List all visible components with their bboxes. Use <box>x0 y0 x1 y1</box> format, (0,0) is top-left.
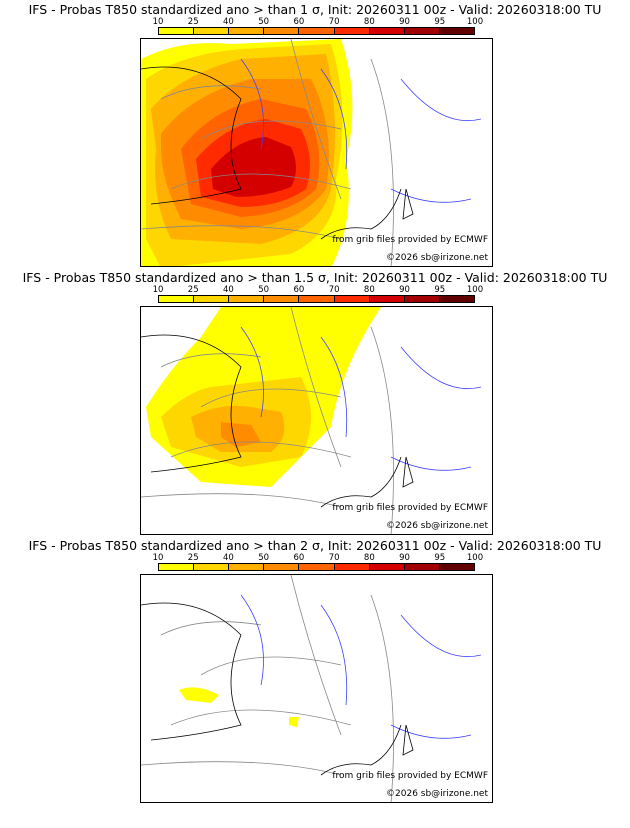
probability-field <box>141 575 482 802</box>
map: from grib files provided by ECMWF ©2026 … <box>140 38 493 267</box>
copyright-credit: ©2026 sb@irizone.net <box>386 521 488 531</box>
colorbar-tick-label: 10 <box>152 285 164 295</box>
colorbar-tick-label: 10 <box>152 553 164 563</box>
probability-contour <box>179 687 219 703</box>
copyright-credit: ©2026 sb@irizone.net <box>386 789 488 799</box>
colorbar-tick-label: 50 <box>258 285 270 295</box>
colorbar-swatch <box>299 564 335 570</box>
probability-contour <box>289 717 299 727</box>
colorbar-swatch <box>159 28 195 34</box>
colorbar-swatch <box>299 296 335 302</box>
panel-1: IFS - Probas T850 standardized ano > tha… <box>0 0 630 268</box>
colorbar-tick-label: 90 <box>399 285 410 295</box>
colorbar-tick-label: 95 <box>434 17 446 27</box>
source-credit: from grib files provided by ECMWF <box>332 503 488 513</box>
colorbar-tick-label: 50 <box>258 553 270 563</box>
country-borders <box>141 575 394 802</box>
colorbar-tick-label: 60 <box>293 553 305 563</box>
country-borders <box>141 39 394 266</box>
colorbar-tick-label: 60 <box>293 285 305 295</box>
colorbar-swatch <box>404 564 440 570</box>
colorbar-swatch <box>229 564 265 570</box>
panel-2: IFS - Probas T850 standardized ano > tha… <box>0 268 630 536</box>
colorbar-tick-label: 70 <box>328 553 340 563</box>
coastline <box>141 602 414 776</box>
colorbar-tick-label: 50 <box>258 17 270 27</box>
colorbar-swatch <box>369 296 405 302</box>
colorbar-tick-label: 90 <box>399 17 410 27</box>
probability-field <box>141 307 482 534</box>
probability-field <box>141 39 482 266</box>
colorbar-tick-label: 80 <box>363 17 375 27</box>
colorbar-tick-label: 90 <box>399 553 410 563</box>
colorbar-swatch <box>334 28 370 34</box>
colorbar-tick-label: 80 <box>363 285 375 295</box>
source-credit: from grib files provided by ECMWF <box>332 235 488 245</box>
colorbar-swatch <box>404 28 440 34</box>
coastline <box>141 66 414 240</box>
colorbar-tick-label: 100 <box>466 285 484 295</box>
colorbar-swatch <box>194 28 230 34</box>
colorbar-tick-label: 100 <box>466 553 484 563</box>
colorbar-ticks: 10 25 40 50 60 70 80 90 95 100 <box>153 17 484 27</box>
colorbar-tick-label: 40 <box>223 17 234 27</box>
colorbar-tick-label: 100 <box>466 17 484 27</box>
probability-contour <box>221 422 261 447</box>
colorbar-ticks: 10 25 40 50 60 70 80 90 95 100 <box>153 553 484 563</box>
colorbar-swatch <box>194 296 230 302</box>
colorbar <box>158 295 475 303</box>
colorbar-swatch <box>264 564 300 570</box>
colorbar-swatch <box>264 28 300 34</box>
colorbar-tick-label: 70 <box>328 285 340 295</box>
colorbar-swatch <box>159 296 195 302</box>
colorbar-swatch <box>334 296 370 302</box>
colorbar-swatch <box>229 296 265 302</box>
colorbar-swatch <box>194 564 230 570</box>
colorbar-swatch <box>439 296 474 302</box>
colorbar-swatch <box>369 564 405 570</box>
colorbar-swatch <box>369 28 405 34</box>
chart-title: IFS - Probas T850 standardized ano > tha… <box>28 538 602 553</box>
colorbar-tick-label: 60 <box>293 17 305 27</box>
chart-title: IFS - Probas T850 standardized ano > tha… <box>28 2 602 17</box>
colorbar <box>158 563 475 571</box>
colorbar-tick-label: 25 <box>187 17 199 27</box>
colorbar-tick-label: 95 <box>434 285 446 295</box>
map: from grib files provided by ECMWF ©2026 … <box>140 306 493 535</box>
rivers <box>240 58 482 203</box>
colorbar-swatch <box>334 564 370 570</box>
colorbar-tick-label: 25 <box>187 553 199 563</box>
map: from grib files provided by ECMWF ©2026 … <box>140 574 493 803</box>
colorbar-tick-label: 25 <box>187 285 199 295</box>
rivers <box>240 594 482 739</box>
colorbar-tick-label: 95 <box>434 553 446 563</box>
colorbar-tick-label: 70 <box>328 17 340 27</box>
colorbar-swatch <box>159 564 195 570</box>
colorbar-swatch <box>439 28 474 34</box>
chart-title: IFS - Probas T850 standardized ano > tha… <box>22 270 608 285</box>
colorbar-swatch <box>229 28 265 34</box>
country-borders <box>141 307 394 534</box>
colorbar-swatch <box>264 296 300 302</box>
colorbar-swatch <box>404 296 440 302</box>
colorbar-tick-label: 40 <box>223 285 234 295</box>
colorbar-swatch <box>299 28 335 34</box>
colorbar-tick-label: 40 <box>223 553 234 563</box>
source-credit: from grib files provided by ECMWF <box>332 771 488 781</box>
colorbar-swatch <box>439 564 474 570</box>
copyright-credit: ©2026 sb@irizone.net <box>386 253 488 263</box>
colorbar-tick-label: 10 <box>152 17 164 27</box>
panel-3: IFS - Probas T850 standardized ano > tha… <box>0 536 630 804</box>
colorbar-tick-label: 80 <box>363 553 375 563</box>
coastline <box>141 334 414 508</box>
probability-contour <box>211 137 296 197</box>
colorbar-ticks: 10 25 40 50 60 70 80 90 95 100 <box>153 285 484 295</box>
colorbar <box>158 27 475 35</box>
rivers <box>240 326 482 471</box>
